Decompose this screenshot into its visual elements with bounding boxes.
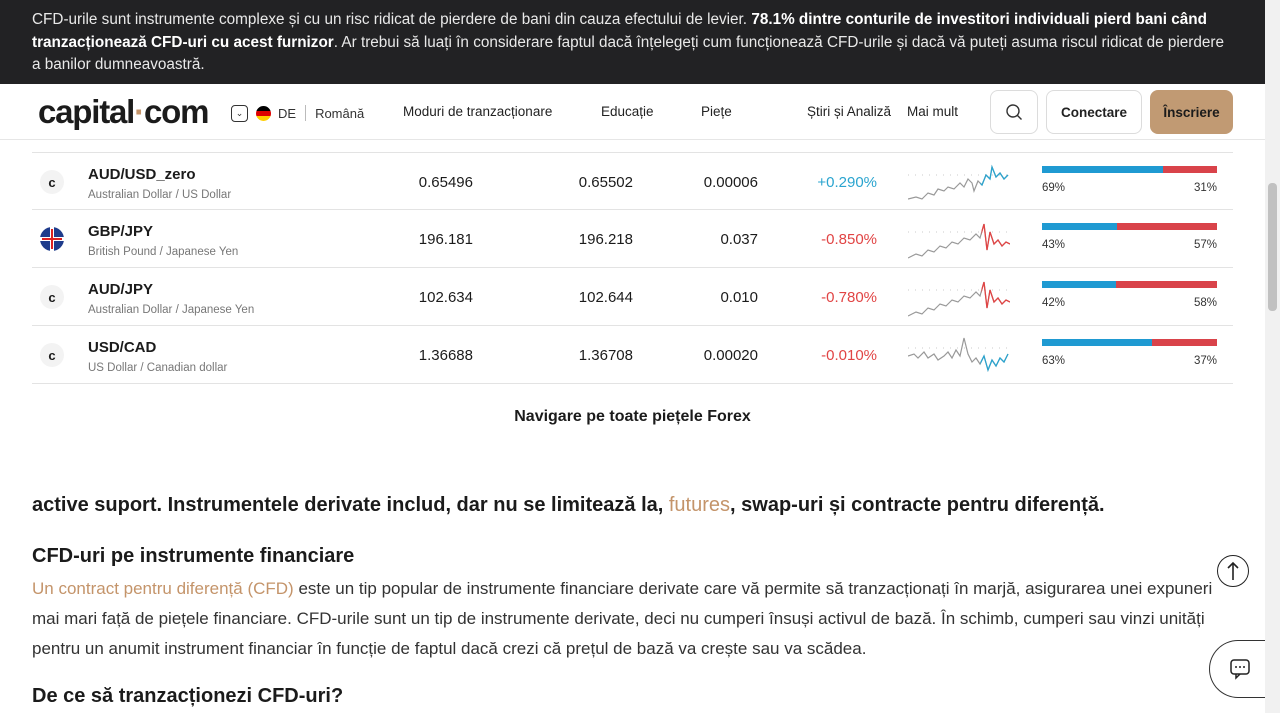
chat-icon bbox=[1229, 659, 1250, 680]
risk-text-bold: 78.1% dintre conturile de investitori in… bbox=[32, 11, 1207, 51]
risk-warning-banner: CFD-urile sunt instrumente complexe și c… bbox=[0, 0, 1265, 84]
login-button[interactable]: Conectare bbox=[1046, 90, 1142, 134]
chat-button[interactable] bbox=[1209, 640, 1269, 698]
trader-sentiment: 43% 57% bbox=[1042, 223, 1217, 251]
risk-text-end: . Ar trebui să luați în considerare fapt… bbox=[32, 33, 1224, 74]
change-percent: +0.290% bbox=[817, 174, 877, 191]
buy-sentiment-label: 43% bbox=[1042, 239, 1066, 251]
sell-sentiment-label: 57% bbox=[1193, 239, 1217, 251]
market-row[interactable]: GBP/JPY British Pound / Japanese Yen 196… bbox=[32, 210, 1233, 268]
market-description: Australian Dollar / Japanese Yen bbox=[88, 304, 255, 316]
buy-sentiment-label: 42% bbox=[1042, 297, 1066, 309]
futures-link[interactable]: futures bbox=[668, 494, 731, 516]
scrollbar-thumb[interactable] bbox=[1268, 183, 1277, 311]
change-percent: -0.780% bbox=[821, 289, 877, 306]
sell-sentiment-fill bbox=[1117, 223, 1217, 230]
market-symbol[interactable]: GBP/JPY bbox=[88, 223, 154, 240]
buy-sentiment-fill bbox=[1042, 223, 1118, 230]
sell-price: 196.181 bbox=[418, 231, 473, 248]
divider bbox=[305, 105, 307, 121]
price-sparkline-chart bbox=[908, 334, 1010, 376]
heading-why-trade-cfd: De ce să tranzacționezi CFD-uri? bbox=[32, 685, 344, 707]
buy-price: 1.36708 bbox=[578, 347, 633, 364]
capital-logo[interactable]: capital·com bbox=[38, 93, 209, 130]
price-sparkline-chart bbox=[908, 218, 1010, 260]
sentiment-bar bbox=[1042, 166, 1217, 173]
sell-sentiment-label: 37% bbox=[1193, 355, 1217, 367]
buy-price: 0.65502 bbox=[578, 174, 633, 191]
signup-button[interactable]: Înscriere bbox=[1150, 90, 1233, 134]
sell-price: 102.634 bbox=[418, 289, 473, 306]
trader-sentiment: 42% 58% bbox=[1042, 281, 1217, 309]
buy-price: 196.218 bbox=[578, 231, 633, 248]
market-row[interactable]: c USD/CAD US Dollar / Canadian dollar 1.… bbox=[32, 326, 1233, 384]
nav-trading-modes[interactable]: Moduri de tranzacționare bbox=[403, 104, 553, 119]
price-sparkline-chart bbox=[908, 276, 1010, 318]
capital-icon: c bbox=[40, 170, 64, 194]
scroll-to-top-button[interactable] bbox=[1217, 555, 1249, 587]
change-percent: -0.010% bbox=[821, 347, 877, 364]
sell-sentiment-fill bbox=[1152, 339, 1217, 346]
nav-markets[interactable]: Piețe bbox=[701, 104, 732, 119]
nav-news-analysis[interactable]: Știri și Analiză bbox=[807, 104, 892, 119]
trader-sentiment: 69% 31% bbox=[1042, 166, 1217, 194]
buy-sentiment-fill bbox=[1042, 339, 1153, 346]
spread-value: 0.037 bbox=[720, 231, 758, 248]
sell-sentiment-label: 31% bbox=[1193, 182, 1217, 194]
buy-price: 102.644 bbox=[578, 289, 633, 306]
buy-sentiment-label: 69% bbox=[1042, 182, 1066, 194]
nav-education[interactable]: Educație bbox=[601, 104, 654, 119]
language-name: Română bbox=[315, 105, 365, 121]
spread-value: 0.010 bbox=[720, 289, 758, 306]
article-paragraph: Un contract pentru diferență (CFD) este … bbox=[32, 579, 1213, 658]
market-description: US Dollar / Canadian dollar bbox=[88, 362, 228, 374]
cfd-definition-link[interactable]: Un contract pentru diferență (CFD) bbox=[32, 579, 294, 598]
price-sparkline-chart bbox=[908, 161, 1010, 203]
page-scrollbar[interactable] bbox=[1265, 0, 1280, 713]
article-intro-line: active suport. Instrumentele derivate in… bbox=[32, 494, 1105, 516]
capital-icon: c bbox=[40, 343, 64, 367]
market-description: Australian Dollar / US Dollar bbox=[88, 189, 232, 201]
heading-cfd-financial-instruments: CFD-uri pe instrumente financiare bbox=[32, 545, 355, 567]
forex-markets-table: c AUD/USD_zero Australian Dollar / US Do… bbox=[32, 152, 1233, 384]
sell-price: 1.36688 bbox=[418, 347, 473, 364]
sell-sentiment-label: 58% bbox=[1193, 297, 1217, 309]
change-percent: -0.850% bbox=[821, 231, 877, 248]
site-header: capital·com ⌄ DE Română Moduri de tranza… bbox=[0, 84, 1265, 140]
sell-sentiment-fill bbox=[1162, 166, 1217, 173]
chevron-down-icon: ⌄ bbox=[231, 104, 248, 122]
sentiment-bar bbox=[1042, 223, 1217, 230]
arrow-up-icon bbox=[1227, 561, 1239, 580]
spread-value: 0.00020 bbox=[703, 347, 758, 364]
all-forex-markets-link[interactable]: Navigare pe toate piețele Forex bbox=[514, 408, 751, 425]
language-selector[interactable]: ⌄ DE Română bbox=[231, 103, 364, 123]
sell-sentiment-fill bbox=[1115, 281, 1217, 288]
germany-flag-icon bbox=[256, 105, 271, 121]
market-description: British Pound / Japanese Yen bbox=[88, 246, 239, 258]
spread-value: 0.00006 bbox=[703, 174, 758, 191]
trader-sentiment: 63% 37% bbox=[1042, 339, 1217, 367]
region-code: DE bbox=[278, 105, 297, 121]
market-symbol[interactable]: AUD/USD_zero bbox=[88, 166, 196, 183]
sell-price: 0.65496 bbox=[418, 174, 473, 191]
market-row[interactable]: c AUD/JPY Australian Dollar / Japanese Y… bbox=[32, 268, 1233, 326]
market-symbol[interactable]: AUD/JPY bbox=[88, 281, 154, 298]
search-icon bbox=[1006, 104, 1022, 120]
nav-more[interactable]: Mai mult bbox=[907, 104, 959, 119]
buy-sentiment-fill bbox=[1042, 281, 1116, 288]
sentiment-bar bbox=[1042, 339, 1217, 346]
capital-icon: c bbox=[40, 285, 64, 309]
market-symbol[interactable]: USD/CAD bbox=[88, 339, 157, 356]
risk-text: CFD-urile sunt instrumente complexe și c… bbox=[32, 11, 752, 28]
search-button[interactable] bbox=[990, 90, 1038, 134]
market-row[interactable]: c AUD/USD_zero Australian Dollar / US Do… bbox=[32, 152, 1233, 210]
buy-sentiment-fill bbox=[1042, 166, 1163, 173]
uk-flag-icon bbox=[40, 227, 64, 251]
buy-sentiment-label: 63% bbox=[1042, 355, 1066, 367]
sentiment-bar bbox=[1042, 281, 1217, 288]
